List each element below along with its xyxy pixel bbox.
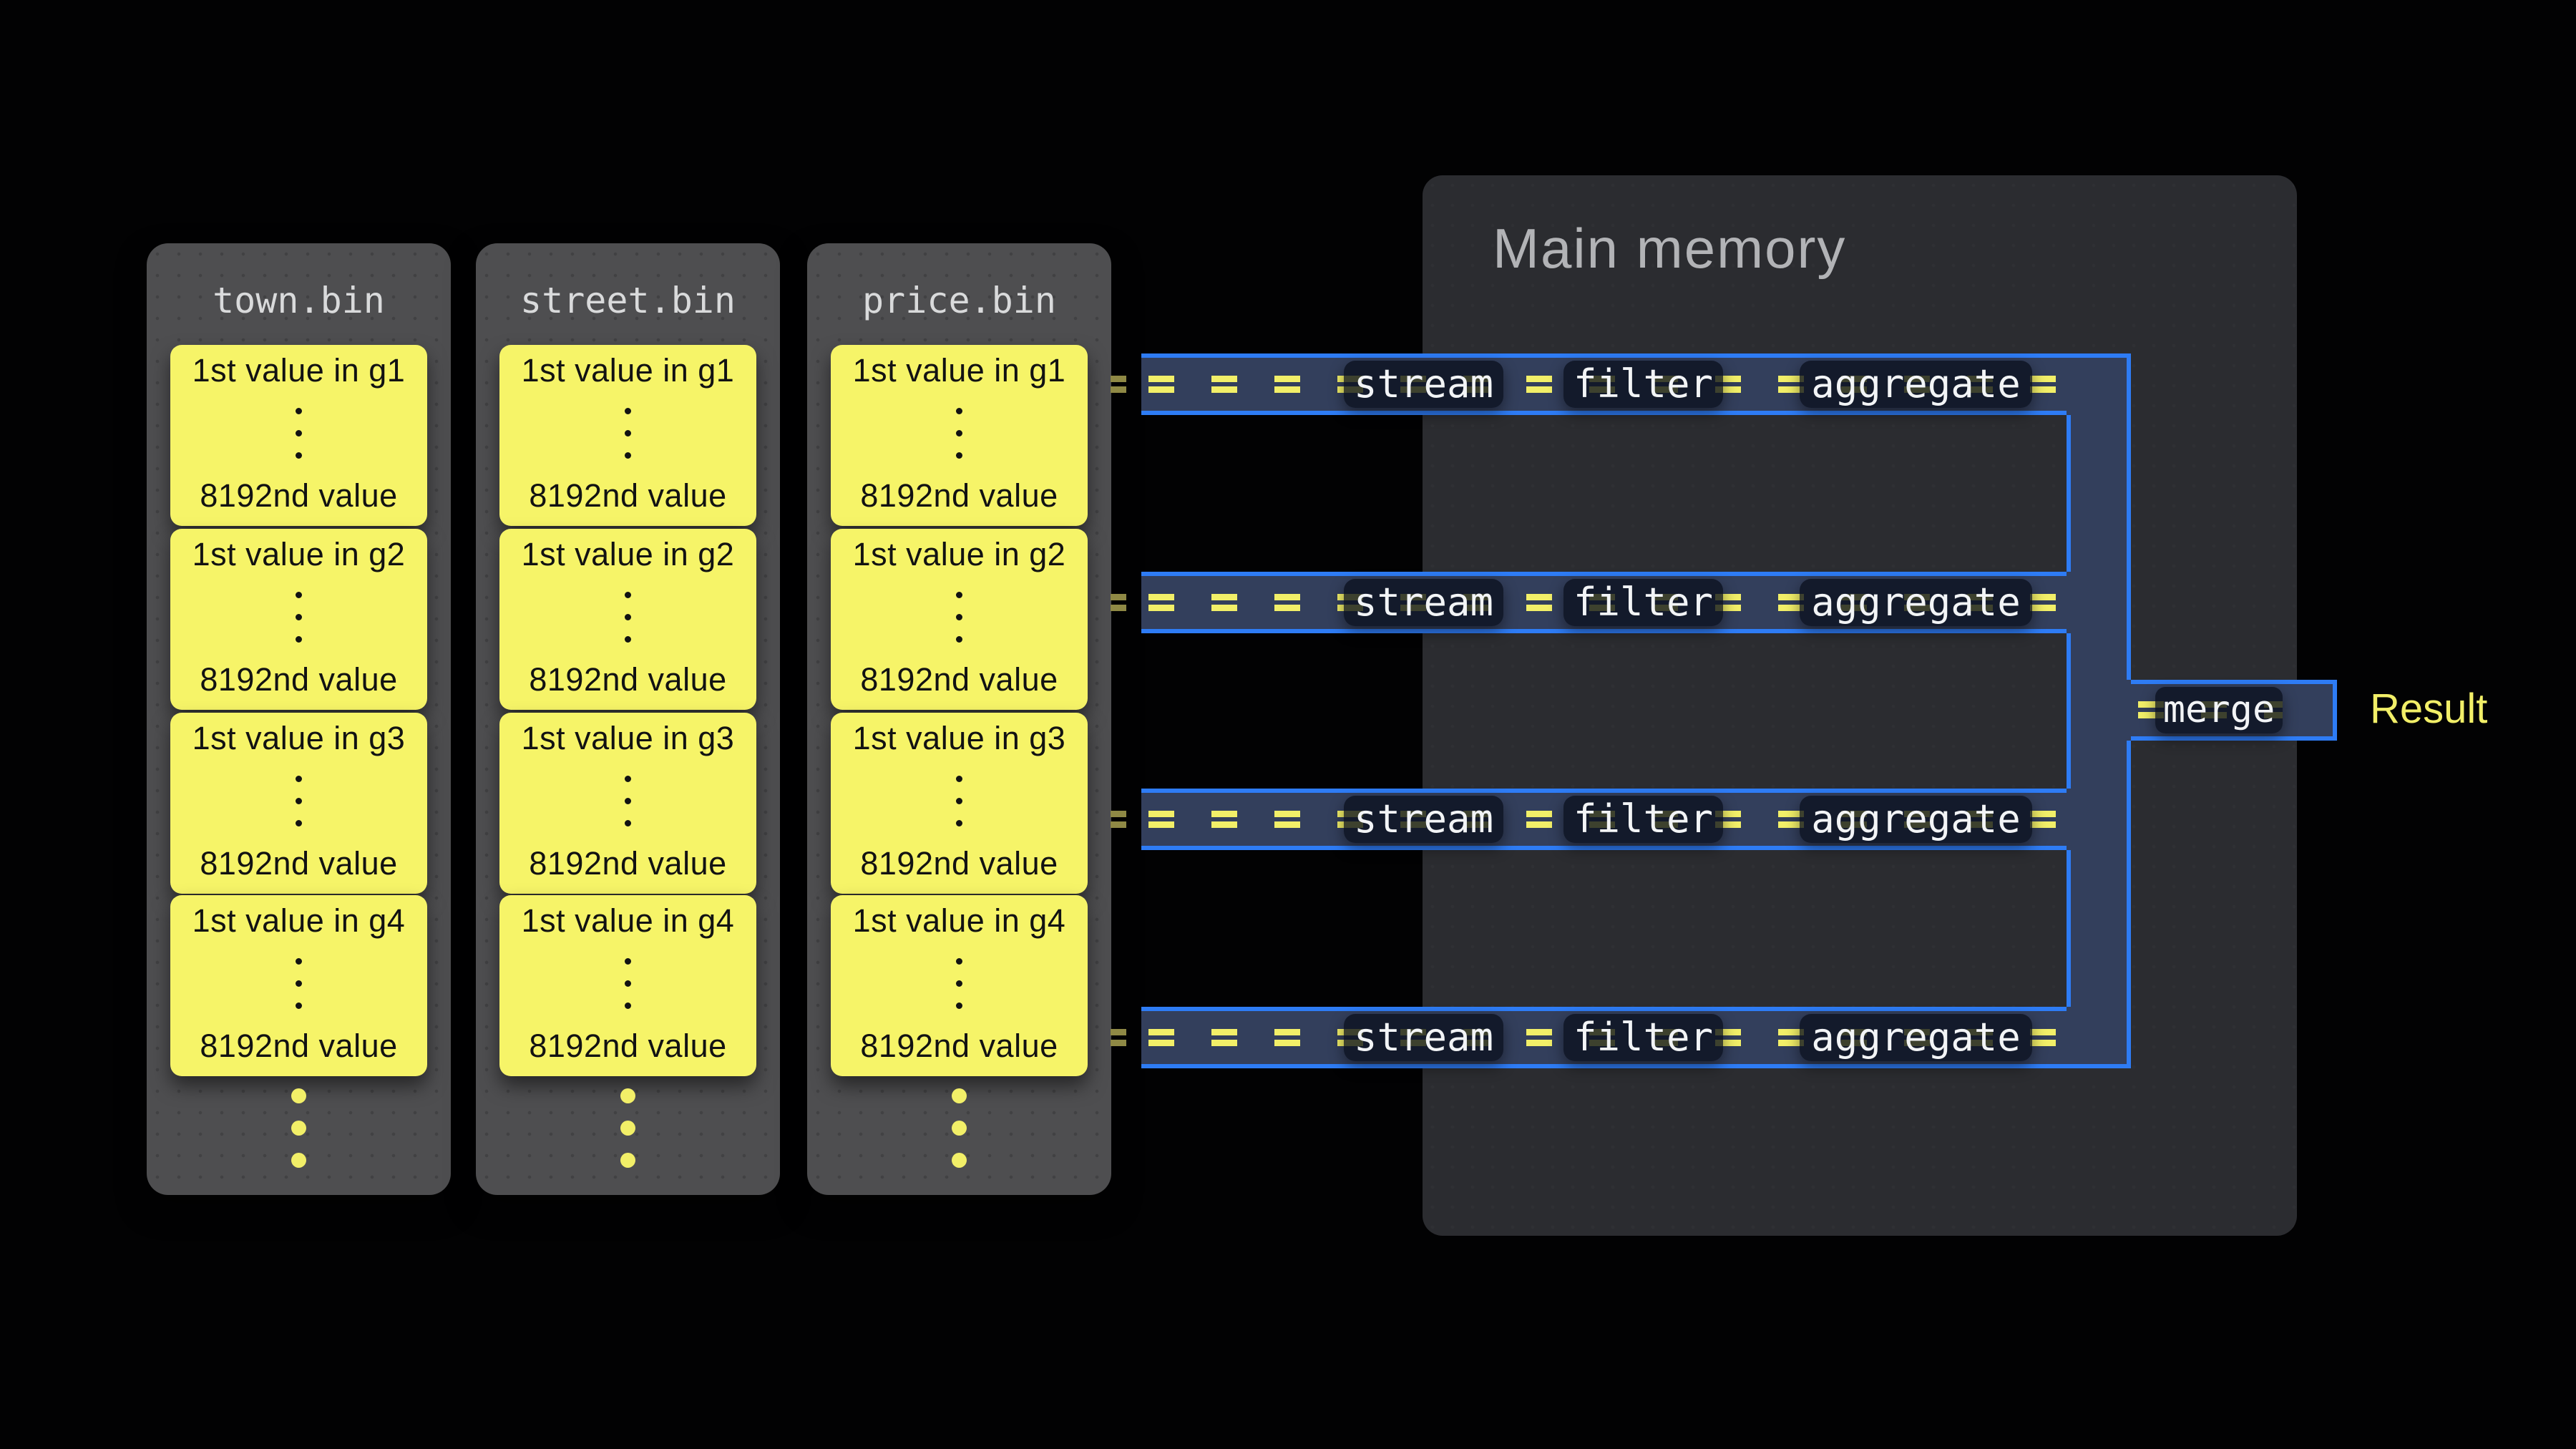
chunk-block-g2: 1st value in g2 8192nd value	[499, 529, 756, 710]
file-column-street: street.bin 1st value in g1 8192nd value …	[476, 243, 780, 1195]
chunk-first-value: 1st value in g4	[852, 902, 1066, 939]
chunk-first-value: 1st value in g2	[521, 536, 735, 572]
chunk-last-value: 8192nd value	[529, 661, 727, 698]
chunk-first-value: 1st value in g3	[192, 720, 406, 756]
chunk-first-value: 1st value in g1	[521, 352, 735, 389]
pipeline-row-4: stream filter aggregate	[1141, 1007, 2067, 1068]
chunk-last-value: 8192nd value	[529, 1028, 727, 1064]
file-column-town: town.bin 1st value in g1 8192nd value 1s…	[147, 243, 451, 1195]
chunk-block-g2: 1st value in g2 8192nd value	[831, 529, 1088, 710]
dash-fragment	[1111, 353, 1126, 415]
ellipsis-dots	[956, 776, 962, 826]
dash-fragment	[1111, 1007, 1126, 1068]
ellipsis-dots	[625, 958, 631, 1009]
result-label: Result	[2370, 686, 2488, 732]
pipe-border-segment	[2067, 850, 2071, 1007]
chunk-block-g3: 1st value in g3 8192nd value	[831, 713, 1088, 894]
chunk-last-value: 8192nd value	[860, 477, 1058, 514]
pipe-border-segment	[2067, 1064, 2131, 1068]
ellipsis-dots	[956, 958, 962, 1009]
chunk-first-value: 1st value in g2	[192, 536, 406, 572]
ellipsis-dots	[625, 592, 631, 643]
filter-stage-box: filter	[1563, 796, 1723, 843]
chunk-block-g1: 1st value in g1 8192nd value	[831, 345, 1088, 526]
dash-fragment	[1111, 789, 1126, 850]
aggregate-stage-box: aggregate	[1800, 361, 2032, 408]
chunk-last-value: 8192nd value	[529, 477, 727, 514]
ellipsis-dots	[296, 408, 302, 459]
ellipsis-dots	[625, 776, 631, 826]
ellipsis-dots	[296, 776, 302, 826]
stream-stage-box: stream	[1344, 1014, 1503, 1061]
chunk-block-g4: 1st value in g4 8192nd value	[831, 895, 1088, 1076]
chunk-first-value: 1st value in g2	[852, 536, 1066, 572]
ellipsis-dots	[956, 408, 962, 459]
merge-band: merge	[2131, 680, 2337, 741]
merge-stage-box: merge	[2155, 687, 2283, 733]
chunk-first-value: 1st value in g1	[192, 352, 406, 389]
file-column-price: price.bin 1st value in g1 8192nd value 1…	[807, 243, 1111, 1195]
chunk-block-g4: 1st value in g4 8192nd value	[499, 895, 756, 1076]
chunk-last-value: 8192nd value	[529, 845, 727, 882]
file-name: street.bin	[519, 280, 736, 321]
more-groups-ellipsis	[147, 1088, 451, 1168]
chunk-first-value: 1st value in g3	[852, 720, 1066, 756]
filter-stage-box: filter	[1563, 1014, 1723, 1061]
chunk-first-value: 1st value in g4	[521, 902, 735, 939]
chunk-block-g1: 1st value in g1 8192nd value	[499, 345, 756, 526]
chunk-block-g1: 1st value in g1 8192nd value	[170, 345, 427, 526]
stream-stage-box: stream	[1344, 579, 1503, 626]
collector-strip	[2067, 353, 2131, 1068]
filter-stage-box: filter	[1563, 579, 1723, 626]
ellipsis-dots	[296, 958, 302, 1009]
pipe-border-segment	[2067, 353, 2131, 358]
chunk-last-value: 8192nd value	[860, 1028, 1058, 1064]
chunk-block-g3: 1st value in g3 8192nd value	[499, 713, 756, 894]
chunk-first-value: 1st value in g4	[192, 902, 406, 939]
chunk-first-value: 1st value in g3	[521, 720, 735, 756]
pipe-border-segment	[2067, 415, 2071, 572]
aggregate-stage-box: aggregate	[1800, 579, 2032, 626]
chunk-last-value: 8192nd value	[200, 845, 398, 882]
ellipsis-dots	[956, 592, 962, 643]
ellipsis-dots	[625, 408, 631, 459]
pipe-border-segment	[2067, 633, 2071, 789]
chunk-last-value: 8192nd value	[200, 1028, 398, 1064]
ellipsis-dots	[296, 592, 302, 643]
chunk-block-g3: 1st value in g3 8192nd value	[170, 713, 427, 894]
chunk-block-g2: 1st value in g2 8192nd value	[170, 529, 427, 710]
more-groups-ellipsis	[807, 1088, 1111, 1168]
pipeline-row-2: stream filter aggregate	[1141, 572, 2067, 633]
aggregate-stage-box: aggregate	[1800, 796, 2032, 843]
chunk-last-value: 8192nd value	[860, 661, 1058, 698]
chunk-last-value: 8192nd value	[200, 477, 398, 514]
more-groups-ellipsis	[476, 1088, 780, 1168]
pipe-border-segment	[2127, 353, 2131, 680]
main-memory-title: Main memory	[1493, 217, 1847, 280]
file-name: price.bin	[862, 280, 1056, 321]
dash-fragment	[1111, 572, 1126, 633]
file-name: town.bin	[213, 280, 385, 321]
chunk-last-value: 8192nd value	[200, 661, 398, 698]
pipeline-row-1: stream filter aggregate	[1141, 353, 2067, 415]
stream-stage-box: stream	[1344, 796, 1503, 843]
chunk-first-value: 1st value in g1	[852, 352, 1066, 389]
pipeline-row-3: stream filter aggregate	[1141, 789, 2067, 850]
aggregate-stage-box: aggregate	[1800, 1014, 2032, 1061]
chunk-last-value: 8192nd value	[860, 845, 1058, 882]
stream-stage-box: stream	[1344, 361, 1503, 408]
chunk-block-g4: 1st value in g4 8192nd value	[170, 895, 427, 1076]
pipe-border-segment	[2127, 741, 2131, 1068]
filter-stage-box: filter	[1563, 361, 1723, 408]
